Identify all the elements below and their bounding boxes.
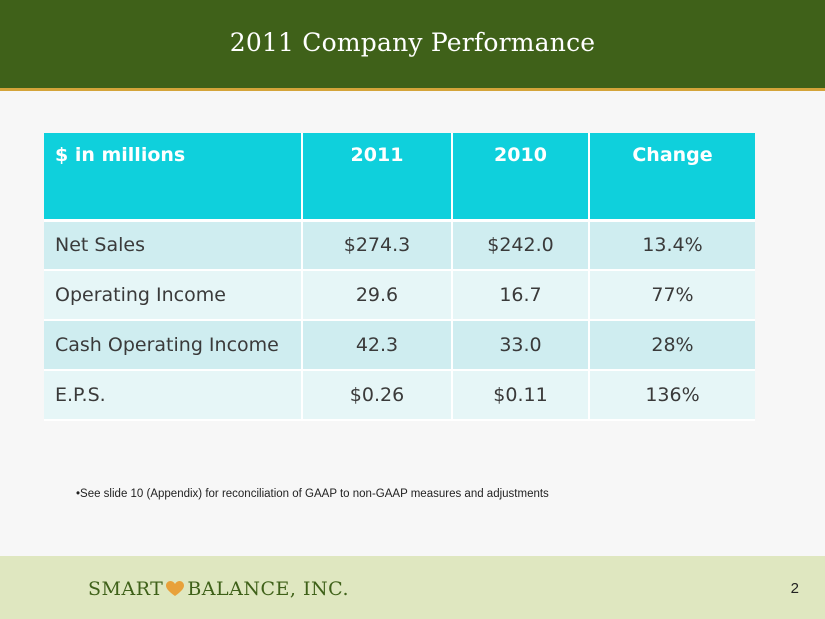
table-cell: 28%: [589, 320, 755, 371]
table-cell: $0.11: [452, 370, 590, 421]
column-header: Change: [589, 133, 755, 222]
table-cell: 29.6: [302, 270, 453, 321]
table-row: E.P.S. $0.26 $0.11 136%: [44, 370, 755, 421]
row-label: E.P.S.: [44, 370, 303, 421]
company-logo: SMART BALANCE, INC.: [88, 578, 349, 600]
page-number: 2: [790, 580, 799, 597]
table-row: Operating Income 29.6 16.7 77%: [44, 270, 755, 321]
table-row: Net Sales $274.3 $242.0 13.4%: [44, 220, 755, 271]
table-cell: $274.3: [302, 220, 453, 271]
table-cell: $242.0: [452, 220, 590, 271]
footnote: •See slide 10 (Appendix) for reconciliat…: [76, 488, 549, 500]
logo-text-left: SMART: [88, 578, 164, 600]
logo-text-right: BALANCE, INC.: [187, 578, 350, 600]
row-label: Net Sales: [44, 220, 303, 271]
column-header: 2010: [452, 133, 590, 222]
footer-bar: [0, 556, 825, 619]
table-cell: $0.26: [302, 370, 453, 421]
column-header: $ in millions: [44, 133, 303, 222]
table-cell: 16.7: [452, 270, 590, 321]
table-cell: 136%: [589, 370, 755, 421]
header-bar: [0, 0, 825, 88]
table-row: Cash Operating Income 42.3 33.0 28%: [44, 320, 755, 371]
table-cell: 42.3: [302, 320, 453, 371]
table-cell: 13.4%: [589, 220, 755, 271]
column-header: 2011: [302, 133, 453, 222]
table-cell: 77%: [589, 270, 755, 321]
slide-title: 2011 Company Performance: [229, 28, 596, 57]
header-accent-line: [0, 88, 825, 91]
performance-table: $ in millions 2011 2010 Change Net Sales…: [44, 133, 755, 421]
row-label: Operating Income: [44, 270, 303, 321]
table-header-row: $ in millions 2011 2010 Change: [44, 133, 755, 222]
table-cell: 33.0: [452, 320, 590, 371]
heart-icon: [166, 581, 185, 596]
row-label: Cash Operating Income: [44, 320, 303, 371]
